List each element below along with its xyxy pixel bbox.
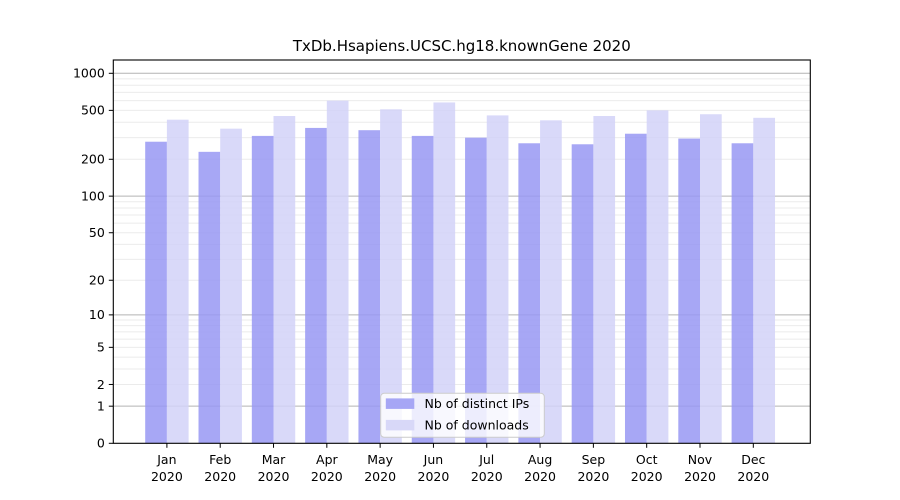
bar-nov-distinct-ips — [678, 138, 700, 444]
bar-mar-distinct-ips — [251, 135, 274, 444]
legend-swatch-distinct-ips — [385, 398, 415, 409]
x-tick-label-year: 2020 — [258, 469, 290, 484]
bar-oct-downloads — [646, 110, 669, 444]
x-tick-label-year: 2020 — [684, 469, 716, 484]
x-tick-label-year: 2020 — [204, 469, 236, 484]
x-tick-label-month: Apr — [316, 452, 338, 467]
x-tick-label-month: Oct — [636, 452, 658, 467]
x-tick-label-month: Jan — [156, 452, 176, 467]
y-tick-label: 500 — [81, 103, 105, 118]
bar-aug-downloads — [540, 120, 562, 444]
x-tick-label-month: Mar — [262, 452, 286, 467]
y-tick-label: 1000 — [73, 66, 105, 81]
bar-dec-downloads — [753, 117, 776, 444]
bar-sep-downloads — [593, 115, 616, 444]
x-tick-label-year: 2020 — [151, 469, 183, 484]
legend-label-downloads: Nb of downloads — [425, 417, 529, 432]
bar-jan-distinct-ips — [145, 141, 167, 444]
plot-frame — [112, 59, 811, 444]
y-tick-label: 2 — [97, 377, 105, 392]
x-tick-label-year: 2020 — [418, 469, 450, 484]
x-tick-label-month: Feb — [209, 452, 231, 467]
x-tick-label-month: Jul — [478, 452, 494, 467]
y-tick-label: 1 — [97, 398, 105, 413]
bar-apr-distinct-ips — [305, 127, 327, 444]
x-tick-label-month: May — [367, 452, 393, 467]
x-tick-label-year: 2020 — [577, 469, 609, 484]
bar-may-distinct-ips — [358, 130, 381, 444]
x-tick-label-year: 2020 — [737, 469, 769, 484]
y-tick-label: 5 — [97, 340, 105, 355]
x-tick-label-year: 2020 — [471, 469, 503, 484]
x-tick-label-year: 2020 — [524, 469, 556, 484]
bar-jun-downloads — [433, 102, 456, 444]
x-tick-label-month: Jun — [423, 452, 444, 467]
bar-jul-distinct-ips — [465, 137, 487, 444]
bar-oct-distinct-ips — [624, 133, 647, 444]
x-tick-label-year: 2020 — [311, 469, 343, 484]
chart-title: TxDb.Hsapiens.UCSC.hg18.knownGene 2020 — [292, 37, 631, 55]
x-tick-label-year: 2020 — [631, 469, 663, 484]
y-tick-label: 100 — [81, 188, 105, 203]
x-tick-label-month: Aug — [528, 452, 552, 467]
bar-apr-downloads — [326, 100, 349, 444]
bar-aug-distinct-ips — [518, 143, 541, 444]
bar-may-downloads — [380, 109, 402, 444]
y-axis: 0 1 2 5 10 20 50 100 200 500 1000 — [73, 66, 114, 451]
bar-jan-downloads — [166, 119, 189, 444]
bar-nov-downloads — [700, 114, 722, 444]
x-tick-label-year: 2020 — [364, 469, 396, 484]
legend-label-distinct-ips: Nb of distinct IPs — [425, 396, 530, 411]
bar-sep-distinct-ips — [571, 144, 594, 444]
bar-feb-downloads — [220, 128, 242, 444]
legend: Nb of distinct IPs Nb of downloads — [380, 392, 545, 438]
bar-mar-downloads — [273, 115, 296, 444]
legend-swatch-downloads — [385, 419, 415, 431]
bar-dec-distinct-ips — [731, 143, 754, 444]
bar-jun-distinct-ips — [411, 135, 434, 444]
x-tick-label-month: Nov — [688, 452, 713, 467]
bars — [145, 100, 776, 444]
x-tick-label-month: Sep — [582, 452, 606, 467]
y-tick-label: 200 — [81, 152, 105, 167]
bar-feb-distinct-ips — [198, 151, 221, 444]
x-tick-label-month: Dec — [741, 452, 765, 467]
legend-box — [380, 392, 545, 438]
y-tick-label: 0 — [97, 436, 105, 451]
x-axis: Jan 2020 Feb 2020 Mar 2020 Apr 2020 May 2020 Jun 20… — [151, 443, 769, 484]
y-tick-label: 10 — [89, 307, 105, 322]
bar-jul-downloads — [486, 115, 509, 444]
y-tick-label: 50 — [89, 225, 105, 240]
y-tick-label: 20 — [89, 273, 105, 288]
